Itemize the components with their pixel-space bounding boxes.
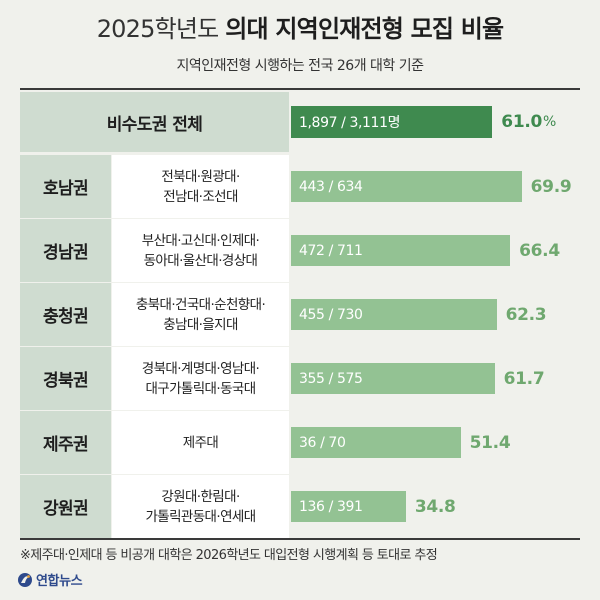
title-year: 2025학년도	[96, 15, 220, 43]
region-value-label: 34.8	[414, 496, 456, 517]
top-rule	[20, 88, 580, 90]
region-count-label: 472 / 711	[299, 242, 363, 259]
region-bar: 443 / 634	[291, 171, 522, 202]
region-bar: 136 / 391	[291, 491, 406, 522]
region-count-label: 36 / 70	[299, 434, 346, 451]
total-value-number: 61.0	[501, 112, 543, 132]
university-list: 부산대·고신대·인제대· 동아대·울산대·경상대	[112, 219, 289, 282]
region-count-label: 136 / 391	[299, 498, 363, 515]
yonhap-logo-icon	[18, 572, 32, 587]
region-value-label: 69.9	[530, 176, 572, 197]
university-list: 충북대·건국대·순천향대· 충남대·을지대	[112, 283, 289, 346]
total-label-cell: 비수도권 전체	[20, 92, 289, 152]
total-value-unit: %	[543, 114, 557, 130]
region-label: 경남권	[20, 219, 111, 282]
total-count-label: 1,897 / 3,111명	[299, 115, 401, 131]
region-value-label: 66.4	[519, 240, 560, 261]
region-label: 제주권	[20, 411, 111, 474]
region-bar: 355 / 575	[291, 363, 495, 394]
university-list: 경북대·계명대·영남대· 대구가톨릭대·동국대	[112, 347, 289, 410]
university-list: 전북대·원광대· 전남대·조선대	[112, 155, 289, 218]
region-count-label: 455 / 730	[299, 306, 363, 323]
yonhap-logo: 연합뉴스	[17, 570, 83, 589]
university-list: 강원대·한림대· 가톨릭관동대·연세대	[112, 475, 289, 538]
total-value-label: 61.0%	[501, 92, 556, 152]
region-label: 충청권	[20, 283, 111, 346]
title-main: 의대 지역인재전형 모집 비율	[225, 15, 504, 43]
logo-text: 연합뉴스	[36, 574, 83, 589]
region-label: 호남권	[20, 155, 111, 218]
region-label: 경북권	[20, 347, 111, 410]
region-value-label: 62.3	[505, 304, 547, 325]
region-count-label: 355 / 575	[299, 370, 363, 387]
region-bar: 36 / 70	[291, 427, 461, 458]
region-bar: 455 / 730	[291, 299, 497, 330]
subtitle: 지역인재전형 시행하는 전국 26개 대학 기준	[176, 58, 424, 74]
total-bar: 1,897 / 3,111명	[291, 106, 493, 138]
university-list: 제주대	[112, 411, 289, 474]
region-count-label: 443 / 634	[299, 178, 363, 195]
footnote: ※제주대·인제대 등 비공개 대학은 2026학년도 대입전형 시행계획 등 토…	[20, 548, 438, 563]
region-value-label: 61.7	[503, 368, 545, 389]
page-title: 2025학년도 의대 지역인재전형 모집 비율	[0, 9, 600, 44]
region-bar: 472 / 711	[291, 235, 511, 266]
region-label: 강원권	[20, 475, 111, 538]
region-value-label: 51.4	[469, 432, 511, 453]
bottom-rule	[20, 538, 580, 540]
